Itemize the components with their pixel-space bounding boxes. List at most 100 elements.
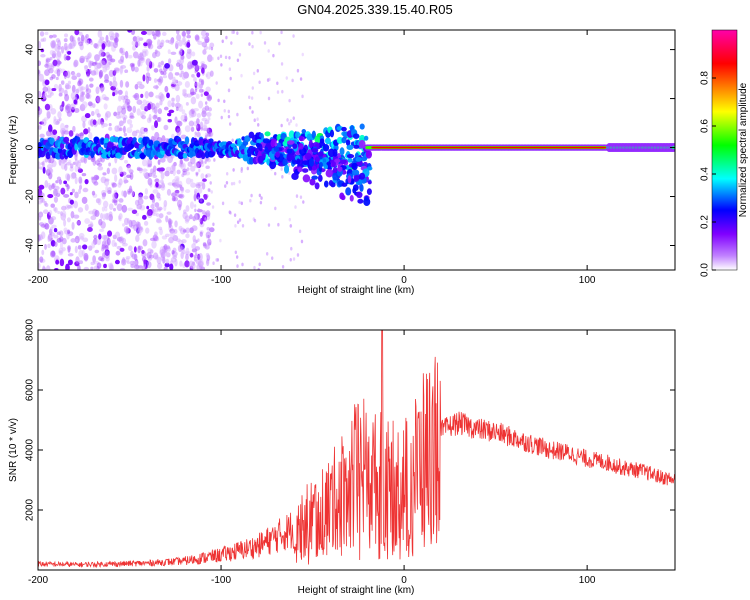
noise-cell — [205, 73, 208, 78]
noise-cell — [152, 174, 158, 179]
doppler-cell — [359, 184, 364, 192]
noise-cell — [199, 231, 203, 237]
noise-cell — [175, 30, 180, 35]
noise-cell — [112, 80, 118, 88]
noise-cell — [181, 37, 187, 43]
noise-cell — [48, 156, 55, 164]
carrier-cell — [336, 136, 344, 144]
noise-cell — [67, 229, 71, 235]
carrier-cell — [347, 158, 353, 163]
doppler-cell — [309, 178, 316, 186]
noise-cell — [278, 41, 281, 46]
noise-cell — [155, 50, 161, 57]
noise-cell — [195, 183, 201, 189]
noise-cell — [38, 73, 44, 82]
noise-cell — [205, 71, 211, 80]
noise-cell — [38, 125, 42, 130]
noise-cell — [194, 252, 198, 256]
noise-cell — [184, 215, 191, 222]
noise-cell — [298, 229, 302, 234]
noise-cell — [147, 102, 152, 111]
noise-cell — [152, 136, 156, 142]
noise-cell — [210, 190, 213, 194]
noise-cell — [233, 213, 237, 217]
noise-cell — [58, 230, 64, 237]
noise-cell — [166, 245, 171, 250]
noise-cell — [259, 200, 263, 205]
noise-cell — [236, 220, 240, 224]
noise-cell — [184, 171, 191, 176]
noise-cell — [176, 120, 183, 127]
noise-cell — [168, 236, 174, 244]
carrier-cell — [324, 137, 331, 145]
noise-cell — [44, 243, 47, 250]
snr-y-label: SNR (10 * v/v) — [8, 418, 19, 482]
noise-cell — [139, 126, 146, 135]
noise-cell — [158, 213, 164, 219]
noise-cell — [276, 81, 279, 86]
noise-cell — [84, 113, 91, 119]
noise-cell — [137, 198, 144, 206]
noise-cell — [85, 57, 89, 63]
noise-cell — [94, 61, 98, 65]
noise-cell — [147, 248, 153, 253]
noise-cell — [205, 210, 211, 218]
noise-cell — [193, 213, 199, 221]
noise-cell — [186, 48, 192, 54]
doppler-cell — [351, 162, 358, 171]
noise-cell — [155, 95, 160, 99]
noise-cell — [146, 211, 152, 217]
noise-cell — [102, 200, 109, 208]
noise-cell — [60, 45, 65, 54]
noise-cell — [116, 111, 121, 116]
noise-cell — [133, 264, 140, 270]
noise-cell — [215, 258, 218, 262]
noise-cell — [184, 260, 190, 268]
noise-cell — [300, 239, 304, 244]
noise-cell — [165, 215, 169, 223]
noise-cell — [209, 181, 212, 185]
noise-cell — [67, 80, 71, 85]
noise-cell — [182, 88, 187, 93]
doppler-cell — [341, 182, 348, 187]
noise-cell — [100, 176, 107, 184]
noise-cell — [124, 69, 129, 74]
noise-cell — [105, 185, 109, 193]
noise-cell — [195, 86, 198, 91]
noise-cell — [185, 233, 190, 239]
noise-cell — [155, 102, 160, 109]
noise-cell — [47, 193, 54, 199]
colorbar-tick-label: 0.6 — [700, 119, 711, 133]
noise-cell — [220, 115, 223, 120]
noise-cell — [182, 248, 186, 255]
noise-cell — [149, 237, 156, 242]
noise-cell — [180, 159, 183, 165]
noise-cell — [169, 37, 174, 46]
noise-cell — [65, 263, 70, 270]
noise-cell — [182, 229, 187, 233]
carrier-cell — [264, 131, 271, 137]
noise-cell — [64, 163, 68, 171]
noise-cell — [120, 65, 127, 69]
noise-cell — [156, 39, 161, 47]
doppler-cell — [357, 198, 364, 204]
noise-cell — [136, 35, 141, 43]
noise-cell — [263, 41, 267, 45]
noise-cell — [160, 39, 165, 45]
noise-cell — [100, 86, 104, 93]
noise-cell — [212, 261, 215, 266]
noise-cell — [230, 41, 233, 45]
noise-cell — [200, 30, 207, 37]
noise-cell — [118, 59, 124, 64]
noise-cell — [288, 98, 291, 103]
noise-cell — [167, 182, 174, 186]
noise-cell — [185, 102, 189, 106]
noise-cell — [202, 49, 207, 55]
noise-cell — [125, 81, 130, 88]
noise-cell — [104, 206, 108, 212]
doppler-cell — [296, 158, 301, 165]
noise-cell — [118, 236, 124, 244]
noise-cell — [253, 218, 257, 223]
doppler-cell — [257, 155, 264, 164]
noise-cell — [132, 36, 138, 42]
